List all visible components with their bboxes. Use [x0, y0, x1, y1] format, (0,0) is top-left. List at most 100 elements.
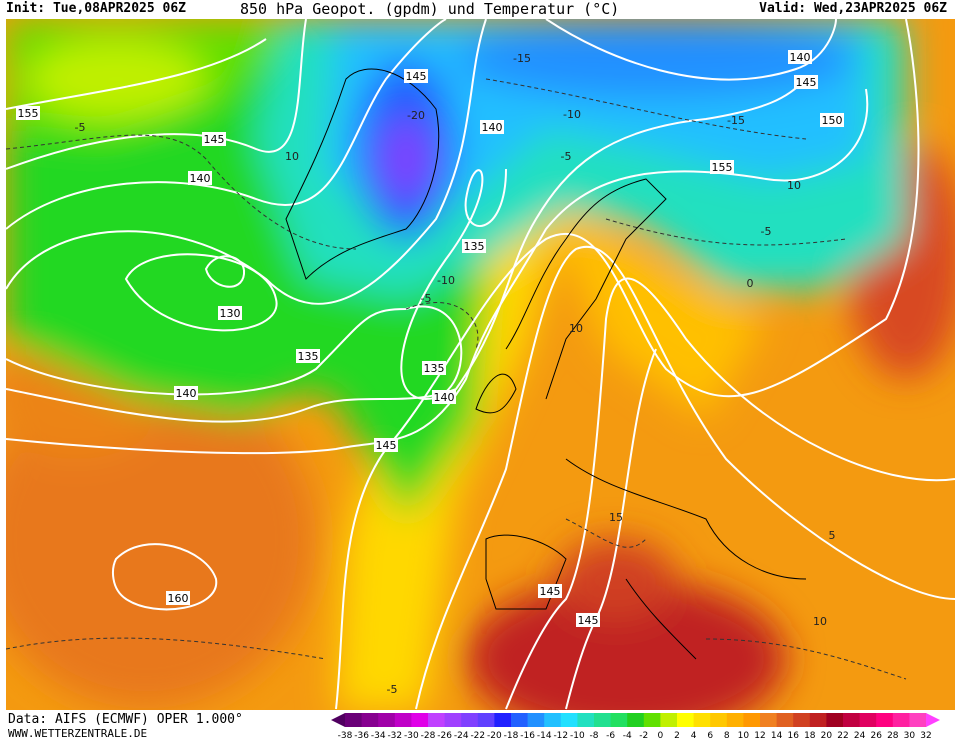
colorbar-label: 24: [854, 731, 866, 741]
colorbar-swatch: [394, 713, 412, 727]
temperature-label: -5: [387, 683, 398, 696]
temperature-label: 0: [747, 277, 754, 290]
temperature-label: -5: [75, 121, 86, 134]
colorbar-label: -22: [470, 731, 485, 741]
colorbar-label: -34: [371, 731, 386, 741]
colorbar-swatch: [411, 713, 429, 727]
label-box: [374, 438, 398, 452]
label-box: [462, 239, 486, 253]
geopotential-label: 150: [822, 114, 843, 127]
label-box: [788, 50, 812, 64]
colorbar-label: -10: [570, 731, 585, 741]
map: 1551451401301351401451601451451351401351…: [6, 19, 955, 710]
colorbar-swatch: [760, 713, 778, 727]
geopotential-label: 145: [376, 439, 397, 452]
temperature-contours: [6, 78, 907, 680]
colorbar-label: -14: [537, 731, 552, 741]
colorbar-label: -36: [354, 731, 369, 741]
colorbar-swatch: [378, 713, 396, 727]
colorbar-label: 26: [870, 731, 882, 741]
geopotential-label: 130: [220, 307, 241, 320]
temperature-label: -5: [421, 292, 432, 305]
colorbar-swatch: [577, 713, 595, 727]
website: WWW.WETTERZENTRALE.DE: [8, 727, 148, 740]
colorbar-swatch: [610, 713, 628, 727]
init-time: Init: Tue,08APR2025 06Z: [6, 1, 187, 16]
colorbar-label: -28: [421, 731, 436, 741]
colorbar-label: 22: [837, 731, 848, 741]
label-box: [16, 106, 40, 120]
colorbar-label: -2: [639, 731, 648, 741]
colorbar-label: -8: [590, 731, 599, 741]
colorbar-label: -16: [520, 731, 535, 741]
data-source: Data: AIFS (ECMWF) OPER 1.000°: [8, 712, 243, 727]
geopotential-label: 140: [176, 387, 197, 400]
colorbar-swatch: [892, 713, 910, 727]
colorbar-label: 10: [738, 731, 750, 741]
temperature-label: 10: [813, 615, 827, 628]
colorbar-label: -24: [454, 731, 469, 741]
colorbar-swatch: [444, 713, 462, 727]
temperature-label: -15: [727, 114, 745, 127]
geopotential-label: 155: [712, 161, 733, 174]
colorbar-swatch: [345, 713, 363, 727]
colorbar-label: 12: [754, 731, 765, 741]
colorbar-swatch: [560, 713, 578, 727]
geopotential-label: 145: [578, 614, 599, 627]
label-box: [218, 306, 242, 320]
colorbar-swatch: [693, 713, 711, 727]
label-box: [794, 75, 818, 89]
colorbar-swatch: [710, 713, 728, 727]
colorbar-label: -12: [553, 731, 568, 741]
colorbar-swatch: [461, 713, 479, 727]
colorbar-swatch: [843, 713, 861, 727]
colorbar-label: -4: [623, 731, 632, 741]
label-box: [404, 69, 428, 83]
colorbar-swatch: [726, 713, 744, 727]
colorbar-label: 4: [691, 731, 697, 741]
geopotential-contours: [6, 19, 955, 710]
colorbar-label: 32: [920, 731, 931, 741]
colorbar-arrow: [331, 713, 345, 727]
temperature-label: -5: [761, 225, 772, 238]
colorbar-swatch: [627, 713, 645, 727]
label-box: [432, 390, 456, 404]
geopotential-label: 140: [482, 121, 503, 134]
colorbar-swatch: [826, 713, 844, 727]
colorbar-label: -32: [387, 731, 402, 741]
colorbar-swatch: [527, 713, 545, 727]
colorbar-label: 28: [887, 731, 899, 741]
colorbar-label: -18: [504, 731, 519, 741]
geopotential-label: 135: [298, 350, 319, 363]
geopotential-label: 155: [18, 107, 39, 120]
colorbar-label: 18: [804, 731, 816, 741]
temperature-label: 10: [569, 322, 583, 335]
colorbar-swatch: [876, 713, 894, 727]
map-title: 850 hPa Geopot. (gpdm) und Temperatur (°…: [240, 0, 620, 18]
geopotential-label: 135: [464, 240, 485, 253]
label-box: [422, 361, 446, 375]
geopotential-label: 135: [424, 362, 445, 375]
temperature-label: 10: [787, 179, 801, 192]
temperature-label: -10: [437, 274, 455, 287]
colorbar-label: -38: [338, 731, 353, 741]
label-box: [576, 613, 600, 627]
colorbar-swatch: [544, 713, 562, 727]
geopotential-label: 145: [406, 70, 427, 83]
colorbar-arrow: [926, 713, 940, 727]
colorbar-swatch: [809, 713, 827, 727]
colorbar-label: 6: [707, 731, 713, 741]
label-box: [296, 349, 320, 363]
temperature-label: -20: [407, 109, 425, 122]
temperature-label: -5: [561, 150, 572, 163]
colorbar-swatch: [511, 713, 529, 727]
temperature-label: -15: [513, 52, 531, 65]
colorbar-label: 20: [821, 731, 833, 741]
colorbar-swatch: [859, 713, 877, 727]
colorbar-swatch: [494, 713, 512, 727]
colorbar-label: 0: [658, 731, 664, 741]
colorbar-label: 2: [674, 731, 680, 741]
label-box: [710, 160, 734, 174]
colorbar-swatch: [361, 713, 379, 727]
